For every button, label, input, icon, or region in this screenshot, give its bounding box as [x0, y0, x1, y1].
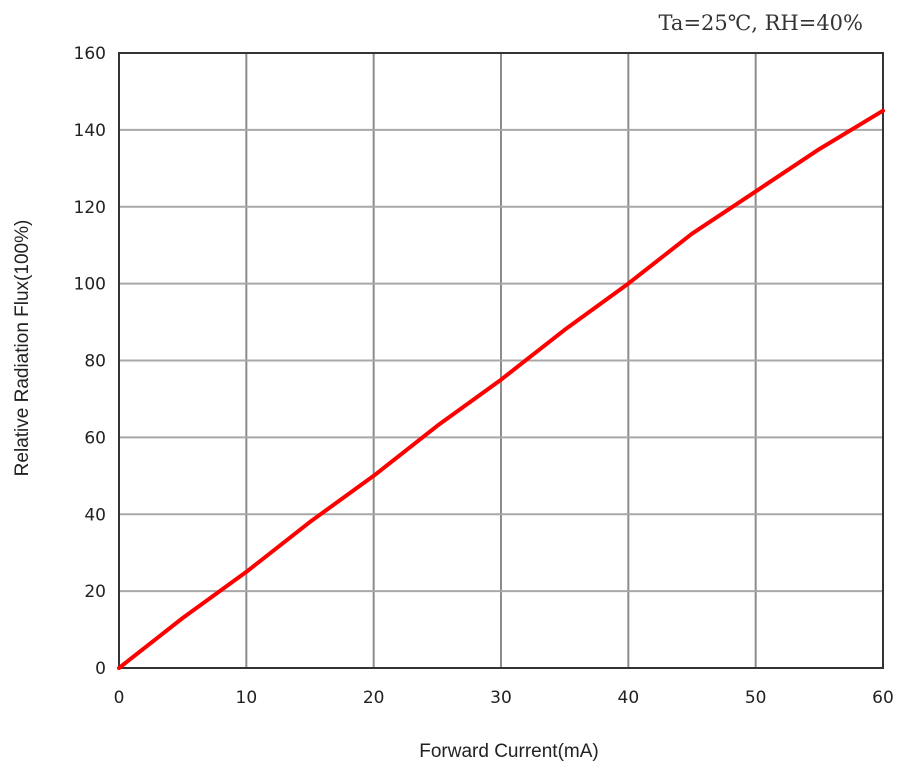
test-condition-annotation: Ta=25℃, RH=40%	[659, 11, 863, 35]
y-tick-label: 0	[95, 659, 106, 679]
y-tick-label: 40	[84, 505, 106, 525]
y-tick-labels: 0 20 40 60 80 100 120 140 160	[74, 44, 106, 679]
plot-area-border	[118, 52, 884, 669]
x-tick-label: 30	[490, 688, 512, 708]
x-tick-labels: 0 10 20 30 40 50 60	[114, 688, 894, 708]
y-tick-label: 160	[74, 44, 106, 64]
x-tick-label: 60	[872, 688, 894, 708]
y-tick-label: 80	[84, 352, 106, 372]
y-tick-label: 140	[74, 121, 106, 141]
y-tick-label: 20	[84, 582, 106, 602]
x-tick-label: 20	[363, 688, 385, 708]
x-axis-title: Forward Current(mA)	[419, 741, 598, 762]
series-layer	[117, 108, 885, 670]
y-tick-label: 100	[74, 275, 106, 295]
x-tick-label: 50	[745, 688, 767, 708]
y-tick-label: 120	[74, 198, 106, 218]
x-tick-label: 10	[236, 688, 258, 708]
x-tick-label: 40	[618, 688, 640, 708]
grid	[119, 53, 883, 668]
x-tick-label: 0	[114, 688, 125, 708]
y-tick-label: 60	[84, 428, 106, 448]
series-line-0	[117, 108, 885, 670]
y-axis-title: Relative Radiation Flux(100%)	[12, 220, 33, 477]
